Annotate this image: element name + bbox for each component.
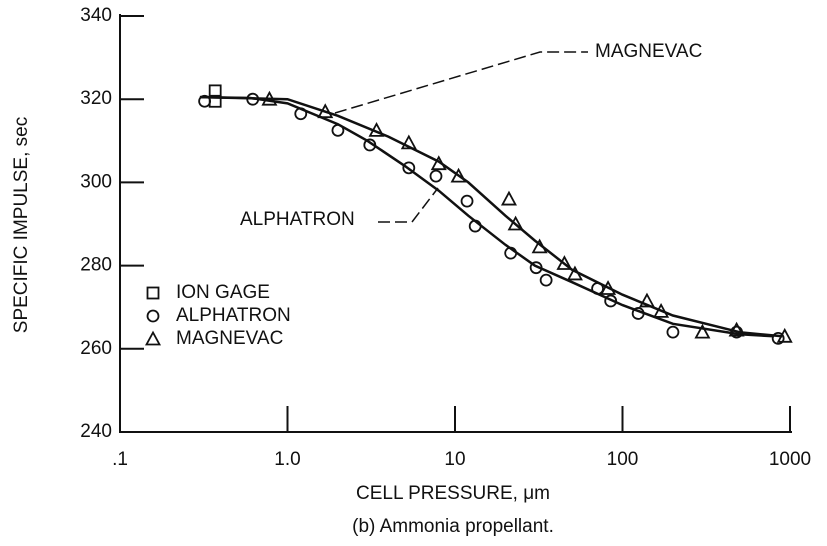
marker-circle (246, 92, 260, 106)
marker-circle (460, 194, 474, 208)
marker-triangle (400, 134, 417, 150)
marker-triangle (144, 330, 162, 346)
marker-triangle (317, 103, 334, 119)
marker-circle (146, 309, 160, 323)
marker-circle (504, 246, 518, 260)
y-tick-label: 320 (80, 88, 112, 109)
marker-circle (539, 273, 553, 287)
marker-triangle (566, 265, 583, 281)
marker-circle (429, 169, 443, 183)
marker-circle (363, 138, 377, 152)
marker-triangle (694, 323, 711, 339)
marker-square (208, 84, 222, 98)
legend-label: ION GAGE (176, 282, 270, 303)
marker-circle (529, 261, 543, 275)
marker-triangle (430, 155, 447, 171)
marker-circle (591, 282, 604, 295)
marker-circle (402, 161, 416, 175)
marker-triangle (450, 167, 467, 183)
y-tick-label: 260 (80, 338, 112, 359)
x-tick-label: 1000 (769, 449, 811, 470)
marker-circle (666, 325, 680, 339)
y-tick-label: 240 (80, 421, 112, 442)
marker-triangle (507, 215, 524, 231)
x-tick-label: 10 (444, 449, 465, 470)
y-tick-label: 280 (80, 255, 112, 276)
marker-circle (294, 107, 308, 121)
marker-triangle (728, 321, 745, 337)
marker-circle (771, 331, 785, 345)
annotation: MAGNEVAC (595, 41, 702, 62)
marker-triangle (653, 302, 670, 318)
y-axis-label: SPECIFIC IMPULSE, sec (11, 117, 32, 333)
marker-circle (604, 294, 618, 308)
legend-label: ALPHATRON (176, 305, 291, 326)
x-tick-label: 1.0 (274, 449, 300, 470)
marker-square (146, 286, 160, 300)
leader-line (378, 187, 439, 223)
marker-circle (198, 94, 212, 108)
caption: (b) Ammonia propellant. (352, 516, 554, 537)
marker-triangle (261, 90, 278, 106)
x-axis-label: CELL PRESSURE, μm (356, 483, 550, 504)
marker-triangle (531, 238, 548, 254)
marker-triangle (368, 122, 385, 137)
marker-circle (331, 123, 345, 137)
x-tick-label: .1 (112, 449, 128, 470)
fit-curve (199, 95, 783, 338)
marker-triangle (600, 280, 617, 295)
marker-triangle (556, 255, 573, 270)
x-tick-label: 100 (607, 449, 639, 470)
marker-circle (631, 307, 645, 320)
legend-label: MAGNEVAC (176, 328, 283, 349)
marker-triangle (500, 190, 517, 206)
y-tick-label: 300 (80, 171, 112, 192)
annotation: ALPHATRON (240, 209, 355, 230)
marker-triangle (638, 292, 655, 308)
y-tick-label: 340 (80, 5, 112, 26)
leader-line (334, 51, 588, 114)
marker-triangle (776, 327, 793, 343)
marker-circle (468, 219, 482, 233)
